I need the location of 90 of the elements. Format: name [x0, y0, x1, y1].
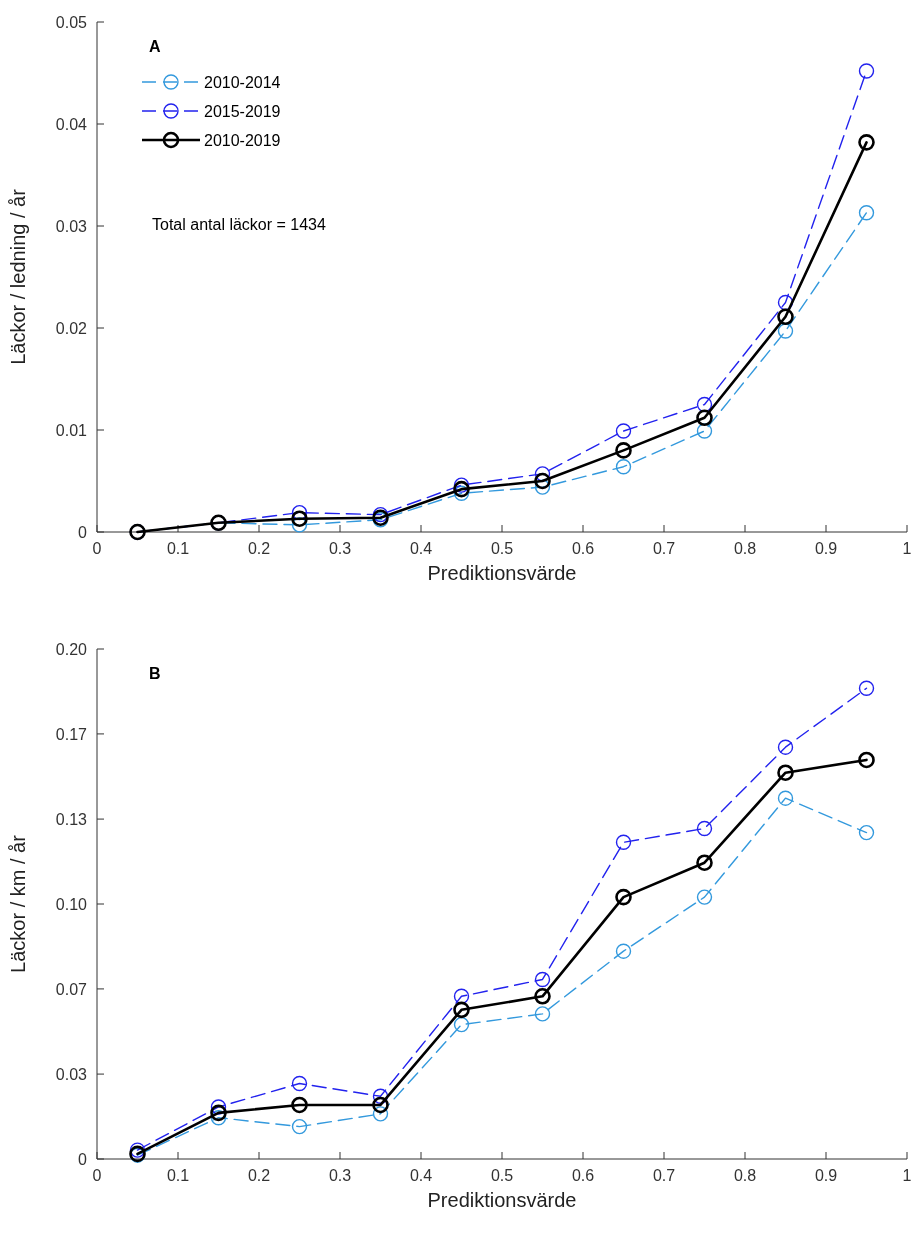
- point: [777, 764, 794, 781]
- x-tick-label: 0.2: [247, 540, 271, 557]
- y-tick-label: 0.04: [55, 116, 88, 133]
- y-tick-label: 0.03: [55, 218, 88, 235]
- point: [858, 63, 875, 79]
- x-tick-label: 0.8: [733, 1167, 757, 1184]
- point: [291, 510, 308, 528]
- point: [534, 479, 551, 495]
- point: [372, 1088, 389, 1104]
- point: [777, 308, 794, 326]
- x-tick-label: 0: [92, 540, 102, 557]
- point: [777, 790, 794, 806]
- x-tick-label: 0.2: [247, 1167, 271, 1184]
- annotation: A: [149, 38, 161, 55]
- x-tick-label: 0: [92, 1167, 102, 1184]
- x-tick-label: 0.6: [571, 1167, 595, 1184]
- point: [858, 824, 875, 841]
- point: [534, 971, 551, 988]
- x-tick-label: 0.4: [409, 540, 433, 557]
- point: [210, 1099, 227, 1115]
- point: [291, 1096, 308, 1114]
- point: [453, 1016, 470, 1033]
- point: [615, 442, 632, 459]
- point: [777, 294, 794, 311]
- y-tick-label: 0.20: [55, 641, 88, 658]
- annotation: B: [149, 665, 161, 682]
- x-tick-label: 0.1: [166, 540, 190, 557]
- point: [858, 751, 875, 769]
- point: [453, 477, 470, 493]
- point: [777, 739, 794, 755]
- point: [777, 323, 794, 339]
- x-tick-label: 0.6: [571, 540, 595, 557]
- x-tick-label: 1: [902, 540, 912, 557]
- point: [615, 888, 632, 906]
- point: [615, 834, 632, 850]
- point: [129, 1142, 146, 1158]
- point: [858, 205, 875, 221]
- x-tick-label: 0.4: [409, 1167, 433, 1184]
- y-tick-label: 0.17: [55, 725, 88, 743]
- point: [372, 1106, 389, 1122]
- point: [696, 423, 713, 439]
- point: [453, 988, 470, 1005]
- point: [372, 1096, 389, 1114]
- point: [696, 409, 713, 427]
- x-tick-label: 0.8: [733, 540, 757, 557]
- x-tick-label: 0.3: [328, 540, 352, 557]
- y-tick-label: 0.02: [55, 320, 88, 337]
- y-axis-title: Läckor / km / år: [7, 834, 29, 973]
- x-tick-label: 1: [902, 1167, 912, 1184]
- point: [696, 854, 713, 871]
- point: [453, 1001, 470, 1019]
- point: [453, 480, 470, 498]
- x-tick-label: 0.3: [328, 1167, 352, 1184]
- annotation: Total antal läckor = 1434: [152, 216, 326, 233]
- y-tick-label: 0.01: [55, 422, 88, 439]
- y-tick-label: 0.10: [55, 896, 88, 913]
- point: [696, 889, 713, 905]
- point: [534, 988, 551, 1005]
- x-tick-label: 0.9: [814, 1167, 838, 1184]
- y-axis-title: Läckor / ledning / år: [7, 188, 29, 365]
- x-tick-label: 0.7: [652, 540, 676, 557]
- point: [534, 1006, 551, 1022]
- point: [615, 423, 632, 439]
- y-tick-label: 0: [78, 1151, 88, 1168]
- point: [453, 485, 470, 501]
- point: [291, 1075, 308, 1092]
- x-tick-label: 0.7: [652, 1167, 676, 1184]
- y-tick-label: 0.05: [55, 14, 88, 31]
- y-tick-label: 0.03: [55, 1066, 88, 1084]
- legend-label: 2015-2019: [204, 103, 281, 120]
- point: [858, 680, 875, 696]
- point: [291, 1118, 308, 1135]
- x-tick-label: 0.1: [166, 1167, 190, 1184]
- point: [210, 1104, 227, 1122]
- y-tick-label: 0: [78, 524, 88, 541]
- legend-label: 2010-2019: [204, 132, 281, 149]
- point: [615, 943, 632, 959]
- x-tick-label: 0.5: [490, 1167, 514, 1184]
- point: [858, 134, 875, 151]
- point: [534, 472, 551, 490]
- point: [696, 396, 713, 413]
- x-tick-label: 0.9: [814, 540, 838, 557]
- x-axis-title: Prediktionsvärde: [427, 562, 577, 584]
- x-axis-title: Prediktionsvärde: [427, 1189, 577, 1211]
- point: [615, 459, 632, 475]
- y-tick-label: 0.13: [55, 811, 88, 829]
- y-tick-label: 0.07: [55, 980, 88, 998]
- point: [696, 820, 713, 837]
- x-tick-label: 0.5: [490, 540, 514, 557]
- legend-label: 2010-2014: [204, 74, 281, 91]
